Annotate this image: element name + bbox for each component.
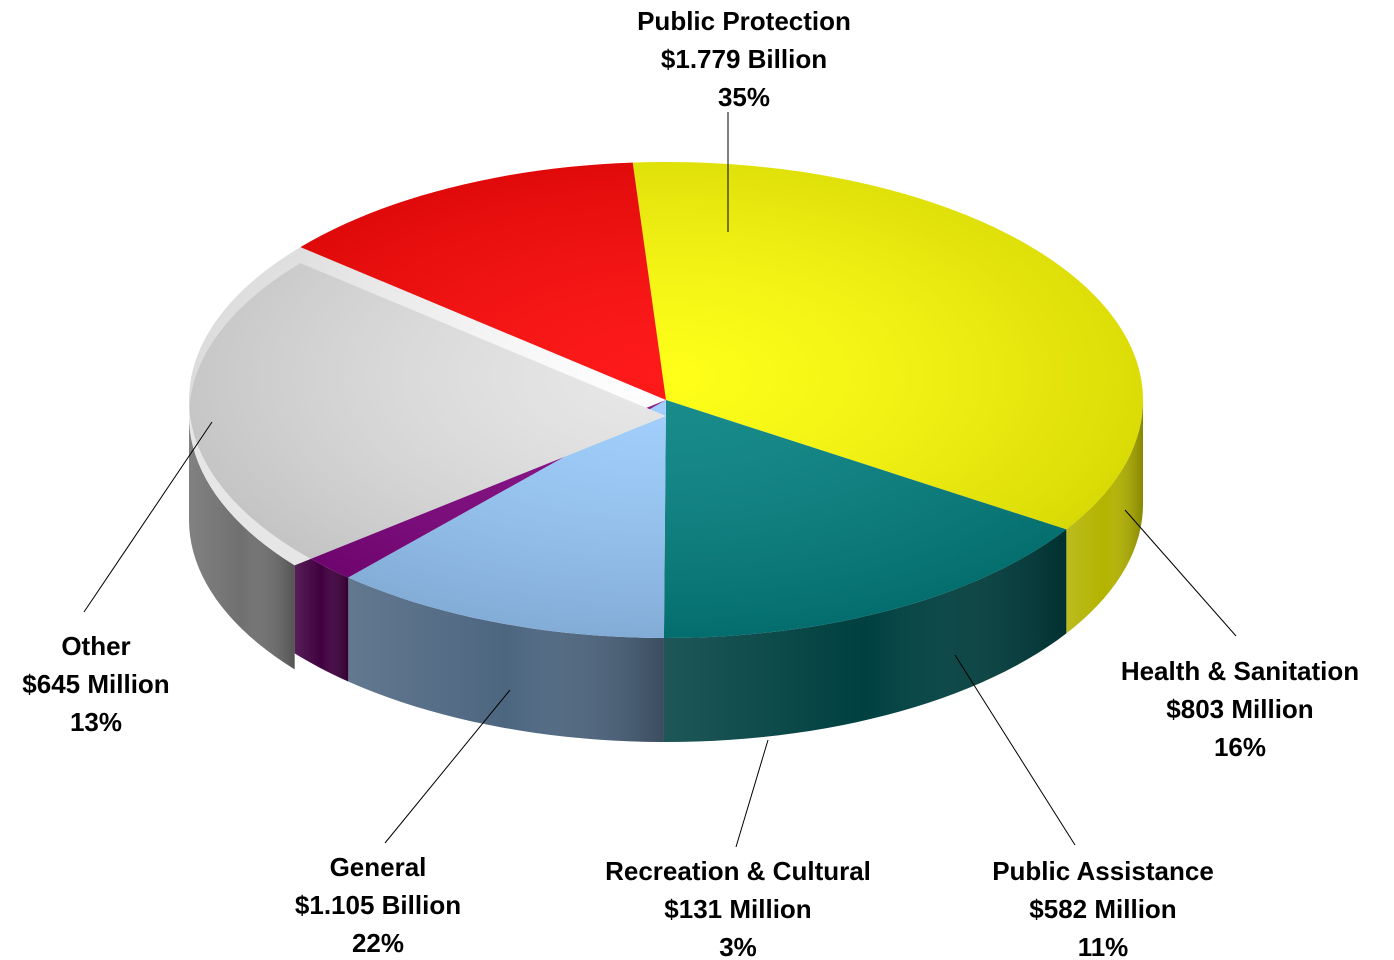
leader-line (384, 689, 511, 844)
slice-name-label: Other (61, 631, 130, 661)
slice-percent-label: 3% (719, 932, 757, 960)
slice-amount-label: $645 Million (22, 669, 169, 699)
slice-name-label: Public Protection (637, 6, 851, 36)
label-public-protection: Public Protection $1.779 Billion 35% (637, 6, 851, 112)
label-public-assistance: Public Assistance $582 Million 11% (992, 856, 1214, 960)
leader-line (954, 654, 1076, 846)
pie-leader-lines (83, 112, 1237, 848)
slice-percent-label: 22% (352, 928, 404, 958)
slice-percent-label: 35% (718, 82, 770, 112)
slice-name-label: General (330, 852, 427, 882)
leader-line (83, 421, 213, 613)
slice-amount-label: $803 Million (1166, 694, 1313, 724)
leader-line (735, 739, 769, 848)
slice-percent-label: 13% (70, 707, 122, 737)
label-other: Other $645 Million 13% (22, 631, 169, 737)
slice-name-label: Public Assistance (992, 856, 1214, 886)
slice-amount-label: $582 Million (1029, 894, 1176, 924)
slice-amount-label: $131 Million (664, 894, 811, 924)
label-health-sanitation: Health & Sanitation $803 Million 16% (1121, 656, 1359, 762)
slice-percent-label: 16% (1214, 732, 1266, 762)
pie-labels: Public Protection $1.779 Billion 35% Health… (22, 6, 1359, 960)
slice-amount-label: $1.779 Billion (661, 44, 827, 74)
leader-line (1124, 509, 1237, 637)
slice-name-label: Recreation & Cultural (605, 856, 871, 886)
slice-name-label: Health & Sanitation (1121, 656, 1359, 686)
slice-amount-label: $1.105 Billion (295, 890, 461, 920)
pie-tops (189, 162, 1143, 638)
slice-percent-label: 11% (1078, 932, 1129, 960)
label-recreation-cultural: Recreation & Cultural $131 Million 3% (605, 856, 871, 960)
label-general: General $1.105 Billion 22% (295, 852, 461, 958)
